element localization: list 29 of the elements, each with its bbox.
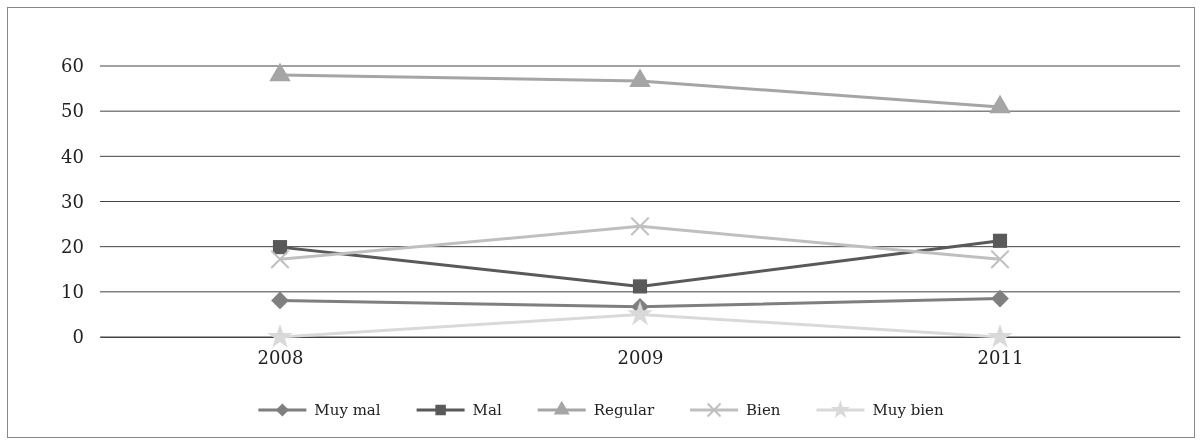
point [632, 279, 648, 294]
point [271, 291, 289, 310]
y-tick-label: 40 [61, 145, 84, 167]
legend-label: Bien [746, 401, 781, 420]
y-tick-label: 0 [72, 326, 84, 348]
y-tick-label: 50 [61, 100, 84, 122]
point [269, 62, 291, 82]
point [627, 301, 653, 326]
x-tick-label: 2008 [257, 346, 304, 368]
point [272, 240, 288, 255]
x-tick-label: 2009 [617, 346, 664, 368]
point [992, 233, 1008, 248]
x-tick-label: 2011 [977, 346, 1024, 368]
legend-label: Muy mal [314, 401, 381, 420]
y-tick-label: 60 [61, 55, 84, 77]
y-tick-label: 20 [61, 235, 84, 257]
legend-label: Muy bien [872, 401, 944, 420]
point [989, 94, 1011, 114]
point [991, 289, 1009, 308]
point [267, 323, 293, 348]
point [987, 323, 1013, 348]
point [990, 249, 1010, 270]
y-tick-label: 30 [61, 190, 84, 212]
legend-label: Regular [593, 401, 655, 420]
point [629, 68, 651, 88]
y-tick-label: 10 [61, 281, 84, 303]
point [630, 216, 650, 237]
point [270, 249, 290, 270]
legend-label: Mal [472, 401, 502, 420]
